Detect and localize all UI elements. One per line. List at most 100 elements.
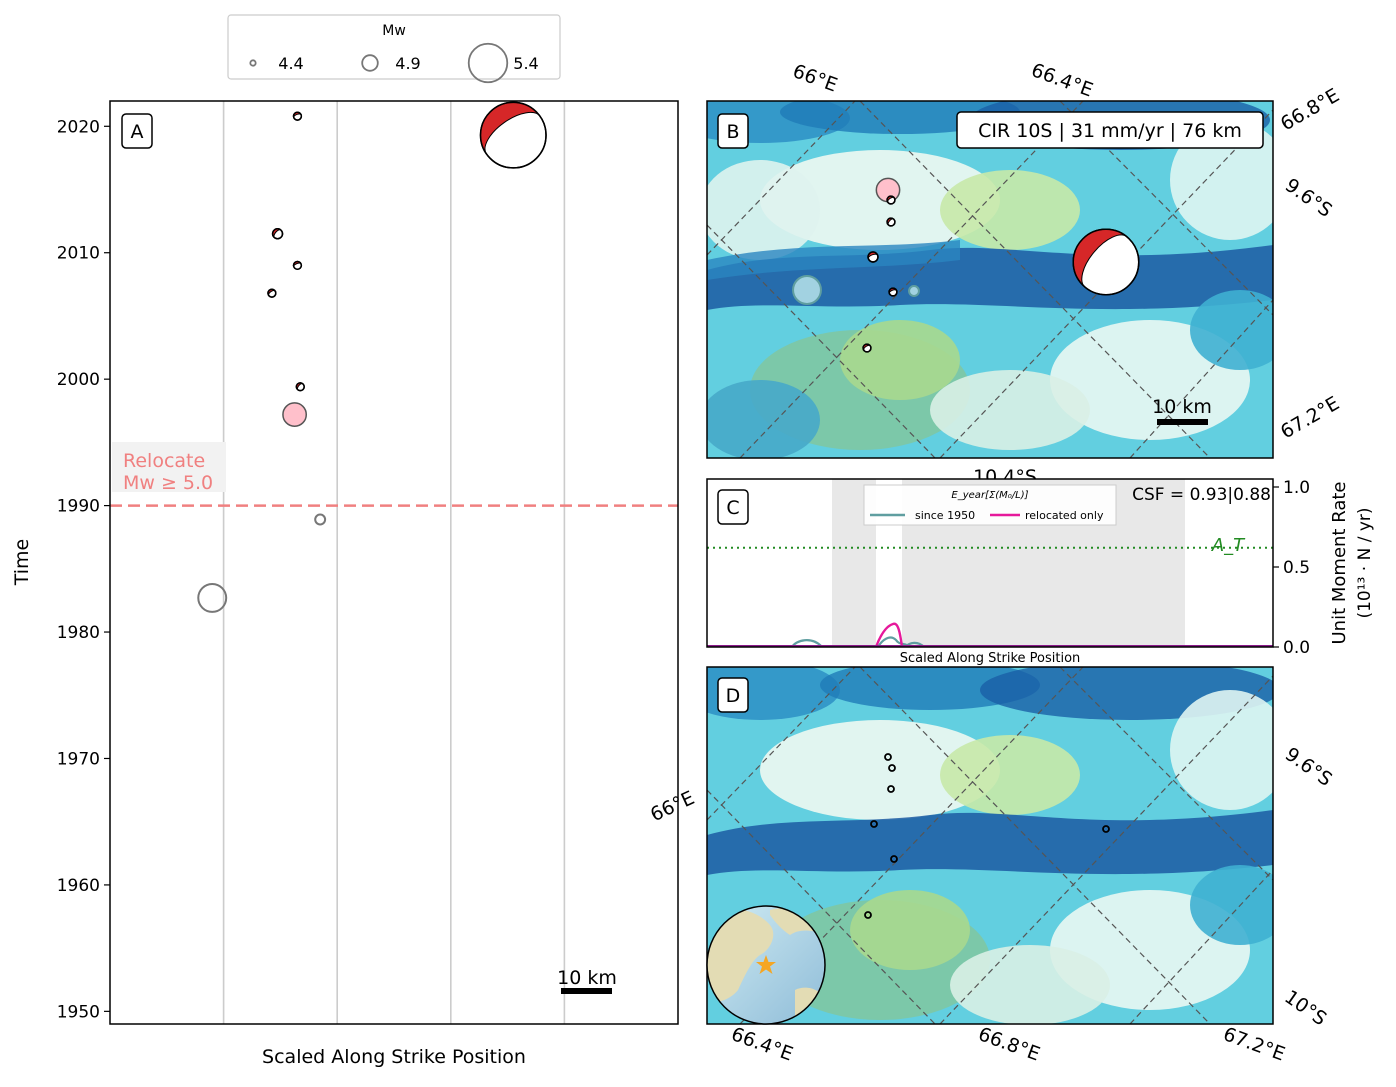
panel-d-letter: D (726, 685, 741, 707)
epicenter-marker (864, 911, 872, 919)
focal-mechanism-marker (886, 195, 896, 205)
c-legend-title: E_year[Σ(M₀/L)] (951, 490, 1028, 501)
legend-label: 4.9 (395, 54, 420, 73)
d-lon-label: 66.8°E (975, 1023, 1042, 1065)
mw-legend: Mw 4.4 4.9 5.4 (227, 14, 561, 84)
panel-c-letter: C (726, 497, 739, 519)
d-lon-label: 66.4°E (728, 1023, 795, 1065)
focal-mechanism-marker (295, 382, 305, 392)
globe-land (707, 909, 774, 1002)
legend-frame (227, 14, 561, 80)
c-legend-label: since 1950 (915, 509, 975, 522)
legend-label: 5.4 (513, 54, 538, 73)
legend-marker (361, 54, 379, 72)
relocate-label: Relocate (123, 450, 205, 472)
focal-mechanism-marker (271, 228, 284, 240)
panel-a-letter: A (131, 121, 144, 143)
panel-d-letter-box (717, 677, 749, 713)
relocated-event-marker (282, 402, 308, 427)
y-tick-label: 1960 (57, 876, 100, 896)
focal-mechanism-marker (292, 111, 303, 121)
y-tick-label: 1980 (57, 623, 100, 643)
panel-a-frame (109, 100, 679, 1025)
info-text: CIR 10S | 31 mm/yr | 76 km (978, 120, 1242, 142)
d-lat-label: 9.6°S (1281, 743, 1336, 791)
c-y-tick-label: 1.0 (1283, 478, 1310, 498)
map-scale-bar (1157, 419, 1208, 425)
panel-c-frame (706, 478, 1274, 648)
c-y-tick-label: 0.5 (1283, 558, 1310, 578)
y-tick-label: 1950 (57, 1002, 100, 1022)
y-tick-label: 2010 (57, 244, 100, 264)
focal-mechanism-marker (888, 287, 898, 297)
focal-mechanism-marker (862, 343, 872, 353)
legend-label: 4.4 (278, 54, 303, 73)
y-axis-label: Time (11, 539, 33, 587)
d-lat-label: 10°S (1280, 986, 1330, 1030)
catalog-event-marker (314, 513, 327, 526)
b-lon-label: 66.8°E (1277, 84, 1343, 135)
catalog-event-marker (792, 275, 822, 305)
epicenter-marker (887, 785, 895, 793)
legend-entry: 4.9 (361, 54, 421, 73)
legend-title: Mw (382, 23, 406, 39)
b-lon-label: 66°E (790, 60, 840, 96)
c-y-axis-unit: (10¹³ · N / yr) (1355, 507, 1375, 618)
focal-mechanism-marker (1072, 228, 1140, 296)
focal-mechanism-marker (867, 251, 879, 263)
relocate-label-box (112, 442, 226, 492)
epicenter-marker (870, 820, 878, 828)
focal-mechanism-marker (292, 260, 303, 271)
y-tick-label: 1990 (57, 497, 100, 517)
catalog-event-marker (197, 582, 228, 613)
relocate-magnitude: Mw ≥ 5.0 (123, 472, 213, 494)
c-y-axis-label: Unit Moment Rate (1329, 482, 1350, 645)
panel-b-frame (706, 100, 1274, 459)
panel-d: D 66°E 66.4°E 66.8°E 67.2°E 9.6°S 10°S (647, 666, 1336, 1066)
bathymetry-map-b (707, 101, 1273, 458)
panel-c: E_year[Σ(M₀/L)] since 1950 relocated onl… (706, 478, 1375, 666)
epicenter-marker (884, 753, 892, 761)
focal-mechanism-marker (267, 288, 277, 298)
panel-b-letter: B (726, 121, 739, 143)
panel-c-letter-box (717, 489, 749, 525)
panel-b: B CIR 10S | 31 mm/yr | 76 km 10 km 66°E … (706, 59, 1343, 488)
x-axis-label: Scaled Along Strike Position (262, 1046, 526, 1068)
globe-inset (706, 905, 826, 1025)
info-box (956, 111, 1264, 149)
b-lat-label: 9.6°S (1281, 174, 1336, 222)
map-scale-label: 10 km (1152, 396, 1212, 418)
csf-label: CSF = 0.93|0.88 (1132, 485, 1271, 505)
panel-b-letter-box (717, 113, 749, 149)
y-tick-label: 2000 (57, 370, 100, 390)
location-star-icon (756, 955, 776, 974)
c-legend-frame (863, 484, 1117, 526)
c-x-axis-label: Scaled Along Strike Position (900, 651, 1081, 666)
epicenter-marker (1102, 825, 1110, 833)
panel-a: Relocate Mw ≥ 5.0 1950 1960 1970 1980 1990 20… (11, 100, 679, 1068)
since-1950-curve (877, 636, 911, 647)
c-y-tick-label: 0.0 (1283, 638, 1310, 658)
relocated-curve (874, 622, 904, 647)
threshold-label: A_T (1211, 535, 1246, 556)
epicenter-marker (890, 855, 898, 863)
y-tick-label: 1970 (57, 749, 100, 769)
c-legend-label: relocated only (1025, 509, 1104, 522)
focal-mechanism-marker (479, 101, 547, 169)
b-lon-label: 67.2°E (1277, 392, 1343, 443)
legend-marker (467, 42, 509, 84)
epicenters (864, 753, 1110, 919)
d-lon-label: 66°E (647, 787, 698, 826)
scale-bar (561, 988, 612, 994)
panel-a-letter-box (121, 113, 153, 149)
catalog-event-marker (908, 285, 920, 297)
legend-marker (249, 59, 257, 67)
panel-d-frame (706, 666, 1274, 1025)
legend-entry: 4.4 (249, 54, 304, 73)
scale-bar-label: 10 km (557, 967, 617, 989)
b-lon-label: 66.4°E (1028, 59, 1095, 101)
legend-entry: 5.4 (467, 42, 539, 84)
epicenter-marker (888, 764, 896, 772)
d-lon-label: 67.2°E (1220, 1023, 1287, 1065)
